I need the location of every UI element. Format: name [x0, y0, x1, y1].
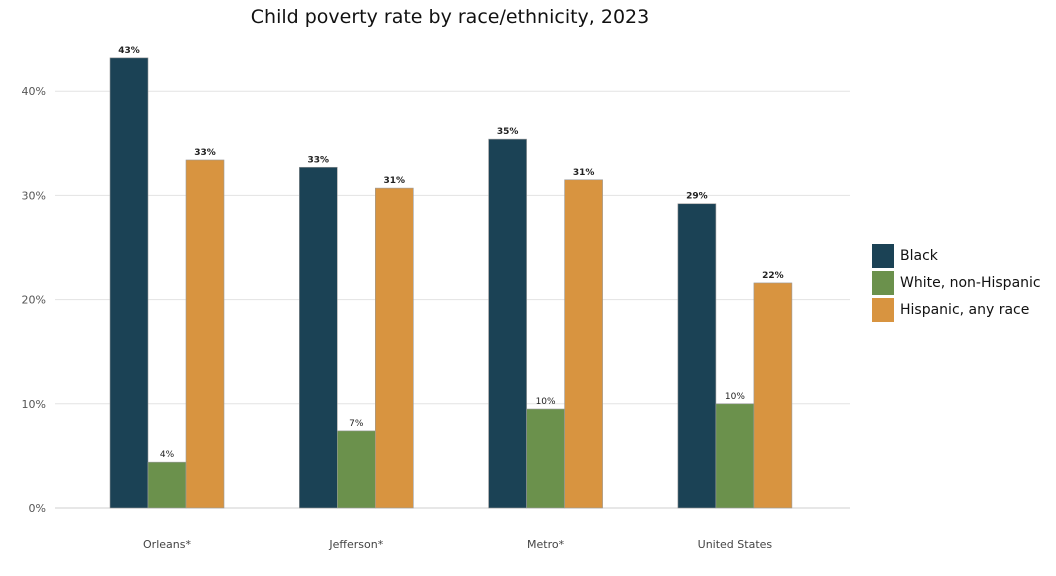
bar-united-states-hispanic-any-race [753, 282, 793, 509]
bar-united-states-white-non-hispanic [715, 403, 755, 509]
data-label-orleans-hispanic-any-race: 33% [194, 148, 216, 158]
x-tick-label: Orleans* [143, 538, 191, 551]
legend-item-white-non-hispanic: White, non-Hispanic [872, 269, 1041, 296]
data-label-metro-hispanic-any-race: 31% [573, 168, 595, 178]
legend-item-hispanic-any-race: Hispanic, any race [872, 296, 1041, 323]
chart-title: Child poverty rate by race/ethnicity, 20… [250, 6, 650, 28]
data-label-jefferson-white-non-hispanic: 7% [349, 419, 364, 429]
y-tick-label: 20% [22, 294, 46, 307]
data-label-orleans-black: 43% [118, 46, 140, 56]
data-label-united-states-black: 29% [686, 192, 708, 202]
legend-item-black: Black [872, 242, 1041, 269]
bar-jefferson-hispanic-any-race [374, 187, 414, 509]
data-label-metro-white-non-hispanic: 10% [536, 397, 556, 407]
y-tick-label: 30% [22, 189, 46, 202]
bar-chart-plot: 0% 10% 20% 30% 40% 43% 4% 33% Orleans* 33% 7% 31% Je… [22, 46, 850, 551]
data-label-united-states-white-non-hispanic: 10% [725, 392, 745, 402]
legend-swatch-white-non-hispanic [872, 270, 894, 295]
bar-united-states-black [677, 203, 717, 509]
data-label-orleans-white-non-hispanic: 4% [160, 450, 175, 460]
x-tick-label: United States [698, 538, 773, 551]
bar-orleans-black [109, 57, 149, 509]
bar-metro-white-non-hispanic [526, 408, 565, 509]
bar-jefferson-black [298, 166, 338, 509]
y-tick-label: 0% [29, 502, 46, 515]
legend-label-hispanic-any-race: Hispanic, any race [900, 301, 1030, 318]
bar-orleans-white-non-hispanic [147, 461, 187, 509]
bar-metro-black [488, 138, 527, 509]
x-tick-label: Metro* [527, 538, 565, 551]
bar-jefferson-white-non-hispanic [336, 430, 376, 509]
bar-orleans-hispanic-any-race [185, 159, 225, 509]
data-label-metro-black: 35% [497, 127, 519, 137]
legend-label-black: Black [900, 247, 938, 264]
legend-swatch-black [872, 243, 894, 268]
y-tick-label: 40% [22, 85, 46, 98]
data-label-united-states-hispanic-any-race: 22% [762, 271, 784, 281]
y-tick-label: 10% [22, 398, 46, 411]
bar-metro-hispanic-any-race [564, 179, 603, 509]
chart-legend: Black White, non-Hispanic Hispanic, any … [872, 242, 1041, 323]
data-label-jefferson-black: 33% [308, 155, 330, 165]
legend-label-white-non-hispanic: White, non-Hispanic [900, 274, 1041, 291]
legend-swatch-hispanic-any-race [872, 297, 894, 322]
data-label-jefferson-hispanic-any-race: 31% [384, 176, 406, 186]
x-tick-label: Jefferson* [328, 538, 383, 551]
